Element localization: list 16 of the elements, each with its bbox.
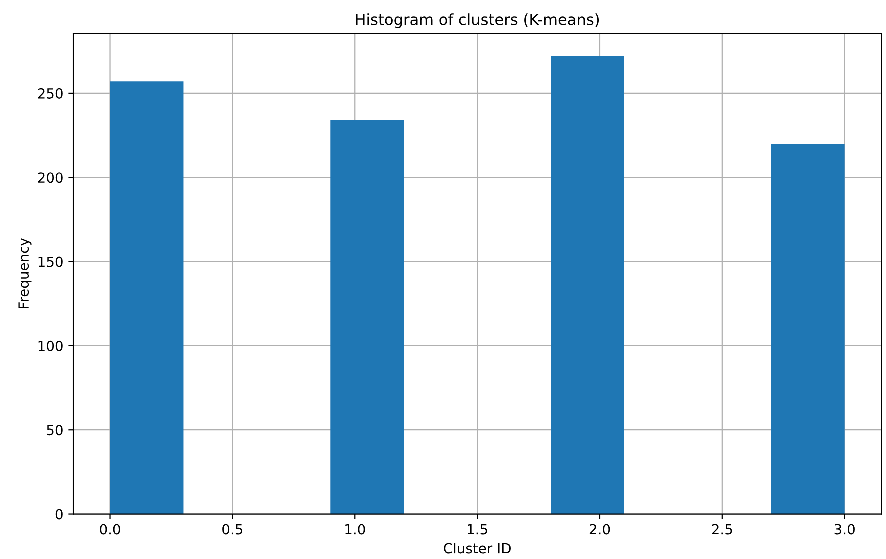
x-tick-label: 3.0: [834, 524, 855, 535]
x-tick-label: 0.0: [100, 524, 120, 535]
x-tick-label: 1.5: [468, 524, 488, 535]
y-tick-label: 250: [38, 88, 63, 99]
x-tick-label: 1.0: [346, 524, 366, 535]
y-tick-label: 50: [47, 425, 63, 436]
y-tick-label: 200: [38, 172, 63, 184]
y-tick-label: 100: [38, 340, 63, 352]
x-axis-title: Cluster ID: [444, 543, 511, 554]
chart-title: Histogram of clusters (K-means): [356, 14, 600, 28]
y-tick-label: 0: [56, 509, 63, 520]
x-tick-label: 2.0: [590, 524, 610, 535]
y-axis-title: Frequency: [18, 238, 32, 308]
x-tick-label: 0.5: [222, 524, 243, 535]
x-tick-label: 2.5: [712, 524, 732, 535]
y-tick-label: 150: [38, 256, 63, 268]
